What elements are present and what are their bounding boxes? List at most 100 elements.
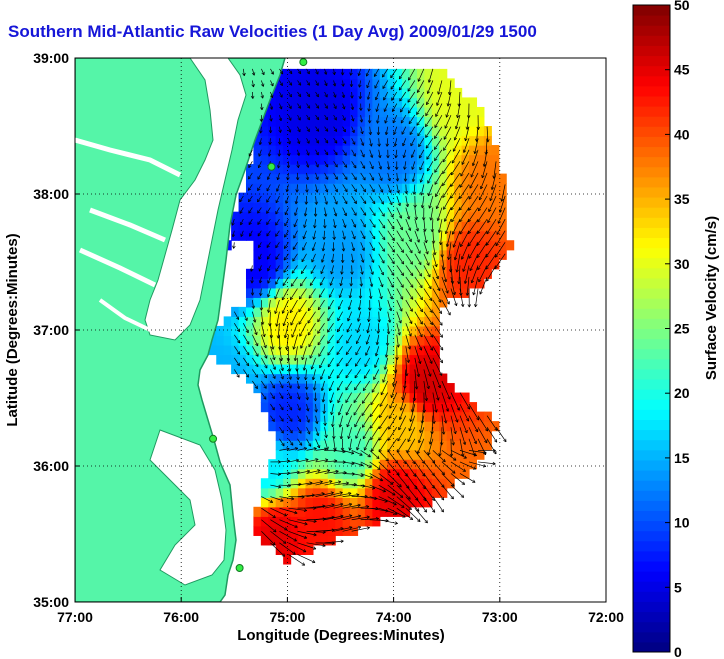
speed-cell — [275, 211, 284, 222]
velocity-arrow — [333, 438, 337, 451]
velocity-arrow — [320, 380, 325, 392]
velocity-arrow — [270, 392, 275, 400]
speed-cell — [439, 116, 448, 127]
speed-cell — [335, 287, 344, 298]
x-tick-label: 74:00 — [376, 609, 412, 625]
speed-cell — [312, 516, 321, 527]
velocity-arrow — [387, 207, 394, 218]
speed-cell — [446, 278, 455, 289]
speed-cell — [364, 364, 373, 375]
velocity-arrow — [268, 138, 272, 145]
velocity-arrow — [315, 491, 334, 497]
speed-cell — [394, 78, 403, 89]
speed-cell — [476, 449, 485, 460]
speed-cell — [357, 411, 366, 422]
speed-cell — [416, 154, 425, 165]
velocity-arrow — [378, 242, 385, 252]
speed-cell — [312, 268, 321, 279]
speed-cell — [275, 287, 284, 298]
velocity-arrow — [405, 230, 412, 243]
speed-cell — [491, 145, 500, 156]
velocity-arrow — [430, 415, 434, 435]
velocity-arrow — [284, 230, 289, 238]
velocity-arrow — [468, 415, 479, 433]
speed-cell — [275, 268, 284, 279]
speed-cell — [342, 497, 351, 508]
speed-cell — [409, 478, 418, 489]
velocity-arrow — [380, 380, 389, 396]
speed-cell — [305, 87, 314, 99]
speed-cell — [431, 383, 440, 394]
velocity-arrow — [306, 427, 311, 435]
velocity-arrow — [441, 484, 454, 500]
speed-cell — [394, 211, 403, 222]
velocity-arrow — [332, 230, 336, 240]
velocity-arrow — [416, 438, 425, 455]
velocity-arrow — [306, 469, 321, 474]
velocity-arrow — [341, 91, 346, 99]
velocity-arrow — [374, 91, 380, 101]
speed-cell — [387, 373, 396, 384]
speed-cell — [305, 306, 314, 317]
velocity-arrow — [275, 184, 280, 192]
speed-cell — [431, 211, 440, 222]
velocity-arrow — [348, 288, 353, 299]
speed-cell — [491, 183, 500, 194]
velocity-arrow — [426, 161, 434, 172]
velocity-arrow — [443, 138, 452, 151]
speed-cell — [290, 87, 299, 99]
speed-cell — [283, 459, 292, 470]
velocity-arrow — [423, 369, 430, 390]
speed-cell — [483, 430, 492, 441]
velocity-arrow — [459, 427, 467, 445]
speed-cell — [483, 240, 492, 251]
velocity-arrow — [269, 103, 274, 110]
velocity-arrow — [350, 253, 355, 263]
speed-cell — [320, 383, 329, 394]
velocity-arrow — [450, 450, 467, 459]
speed-cell — [394, 68, 403, 79]
speed-cell — [357, 297, 366, 308]
speed-cell — [446, 430, 455, 441]
speed-cell — [424, 497, 433, 508]
speed-cell — [305, 544, 314, 555]
velocity-arrow — [261, 392, 267, 400]
velocity-arrow — [361, 392, 370, 404]
velocity-arrow — [360, 172, 366, 181]
velocity-arrow — [384, 346, 389, 358]
speed-cell — [446, 383, 455, 394]
velocity-arrow — [307, 299, 316, 312]
velocity-arrow — [306, 68, 310, 75]
speed-cell — [350, 506, 359, 517]
speed-cell — [461, 211, 470, 222]
speed-cell — [387, 316, 396, 327]
speed-cell — [402, 287, 411, 298]
speed-cell — [424, 202, 433, 213]
speed-cell — [379, 478, 388, 489]
velocity-arrow — [368, 126, 373, 135]
velocity-arrow — [333, 526, 353, 532]
speed-cell — [416, 221, 425, 232]
velocity-arrow — [363, 438, 371, 451]
velocity-arrow — [297, 427, 302, 434]
velocity-arrow — [297, 542, 317, 550]
speed-cell — [298, 468, 307, 479]
velocity-arrow — [283, 242, 289, 249]
velocity-arrow — [459, 415, 468, 434]
speed-cell — [275, 97, 284, 108]
speed-cell — [387, 135, 396, 146]
speed-cell — [260, 373, 269, 384]
speed-cell — [290, 364, 299, 375]
velocity-arrow — [351, 161, 357, 169]
speed-cell — [431, 459, 440, 470]
speed-cell — [283, 440, 292, 451]
speed-cell — [290, 97, 299, 108]
velocity-arrow — [486, 126, 490, 143]
velocity-arrow — [411, 161, 416, 170]
speed-cell — [372, 126, 381, 137]
speed-cell — [305, 402, 314, 413]
speed-cell — [290, 297, 299, 308]
velocity-arrow — [359, 115, 364, 123]
speed-cell — [350, 335, 359, 346]
velocity-arrow — [275, 253, 280, 260]
